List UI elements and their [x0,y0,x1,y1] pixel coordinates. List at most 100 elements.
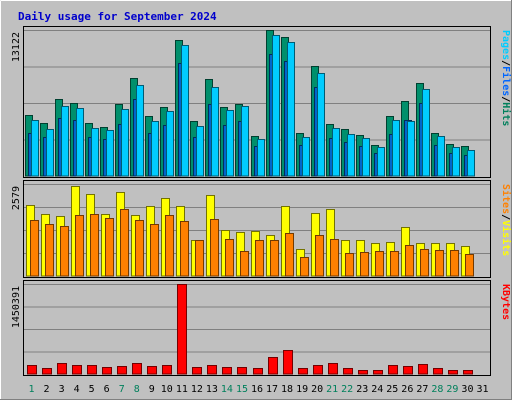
day-label-23: 23 [356,384,368,395]
bar-pages-day-1 [31,120,39,177]
bar-kbytes-day-6 [102,367,112,375]
bar-pages-day-15 [241,106,249,177]
day-label-10: 10 [161,384,173,395]
bar-pages-day-29 [452,147,460,177]
bar-sites-day-26 [405,245,414,277]
bar-sites-day-7 [120,209,129,277]
bar-sites-day-29 [450,250,459,277]
legend-item: KBytes [500,284,511,320]
bar-sites-day-30 [465,254,474,277]
bar-sites-day-4 [75,215,84,277]
bar-pages-day-9 [151,121,159,177]
bar-pages-day-27 [422,89,430,177]
bar-pages-day-5 [91,128,99,177]
bar-sites-day-27 [420,249,429,277]
legend-item: Pages [500,30,511,60]
legend-item: Visits [500,220,512,256]
bar-pages-day-13 [211,87,219,177]
bar-sites-day-23 [360,252,369,277]
bar-pages-day-18 [287,42,295,177]
day-label-7: 7 [119,384,125,395]
bar-sites-day-18 [285,233,294,277]
legend: Sites/Visits [500,184,512,256]
bar-sites-day-24 [375,251,384,277]
bar-kbytes-day-26 [403,366,413,375]
series-kbytes [27,284,473,375]
bar-pages-day-16 [257,139,265,177]
legend-item: / [500,214,511,220]
bar-sites-day-3 [60,226,69,277]
legend-item: / [500,60,511,66]
bar-kbytes-day-21 [328,363,338,375]
panel-frame [23,280,491,376]
day-label-26: 26 [401,384,413,395]
bar-pages-day-28 [437,136,445,177]
bar-sites-day-21 [330,239,339,277]
day-label-27: 27 [416,384,428,395]
bar-pages-day-25 [392,120,400,177]
day-labels: 1 2 3 4 5 6 7 8 9 10 11 12 13 14 15 16 17 18 19 20 21 22 23 24 2… [29,384,489,395]
day-label-22: 22 [341,384,353,395]
bar-kbytes-day-19 [298,368,308,375]
bar-sites-day-6 [105,218,114,277]
day-label-25: 25 [386,384,398,395]
bar-pages-day-26 [407,121,415,177]
day-label-1: 1 [29,384,35,395]
bar-sites-day-15 [240,251,249,277]
bar-kbytes-day-29 [448,370,458,375]
bar-sites-day-17 [270,240,279,277]
ytick-label: 2579 [11,186,22,210]
bar-kbytes-day-27 [418,364,428,375]
day-label-16: 16 [251,384,263,395]
bar-pages-day-2 [46,129,54,177]
bar-sites-day-14 [225,239,234,277]
panel-hits-files-pages: 13122 Pages/Files/Hits [11,26,512,178]
bar-kbytes-day-4 [72,365,82,375]
bar-pages-day-19 [302,137,310,177]
bar-kbytes-day-30 [463,370,473,375]
bar-kbytes-day-20 [313,365,323,375]
bar-pages-day-24 [377,147,385,177]
series-sites [30,209,474,277]
day-label-11: 11 [176,384,188,395]
bar-kbytes-day-2 [42,368,52,375]
bar-sites-day-12 [195,240,204,277]
bar-kbytes-day-18 [283,350,293,375]
bar-pages-day-7 [121,109,129,177]
panel-visits-sites: 2579 Sites/Visits [11,180,512,278]
bar-sites-day-1 [30,220,39,277]
bar-kbytes-day-25 [388,365,398,375]
bar-kbytes-day-8 [132,363,142,375]
bar-sites-day-19 [300,257,309,277]
bar-kbytes-day-7 [117,366,127,375]
day-label-6: 6 [104,384,110,395]
bar-pages-day-3 [61,106,69,177]
day-label-12: 12 [191,384,203,395]
bar-kbytes-day-3 [57,363,67,375]
day-label-9: 9 [149,384,155,395]
bar-sites-day-25 [390,251,399,277]
bar-pages-day-22 [347,134,355,177]
day-label-24: 24 [371,384,383,395]
bar-pages-day-20 [317,73,325,177]
ytick-label: 1450391 [11,286,22,328]
day-label-30: 30 [461,384,473,395]
bar-kbytes-day-24 [373,370,383,375]
bar-kbytes-day-16 [253,368,263,375]
bar-pages-day-8 [136,85,144,177]
bar-sites-day-9 [150,224,159,277]
day-label-31: 31 [476,384,488,395]
day-label-21: 21 [326,384,338,395]
bar-kbytes-day-28 [433,368,443,375]
bar-kbytes-day-13 [207,365,217,375]
bar-kbytes-day-15 [237,367,247,375]
bar-sites-day-11 [180,221,189,277]
bar-sites-day-28 [435,250,444,277]
chart-title: Daily usage for September 2024 [18,10,217,23]
legend-item: Sites [500,184,512,214]
bar-sites-day-13 [210,219,219,277]
bar-sites-day-20 [315,235,324,277]
bar-kbytes-day-11 [177,284,187,375]
day-label-29: 29 [446,384,458,395]
